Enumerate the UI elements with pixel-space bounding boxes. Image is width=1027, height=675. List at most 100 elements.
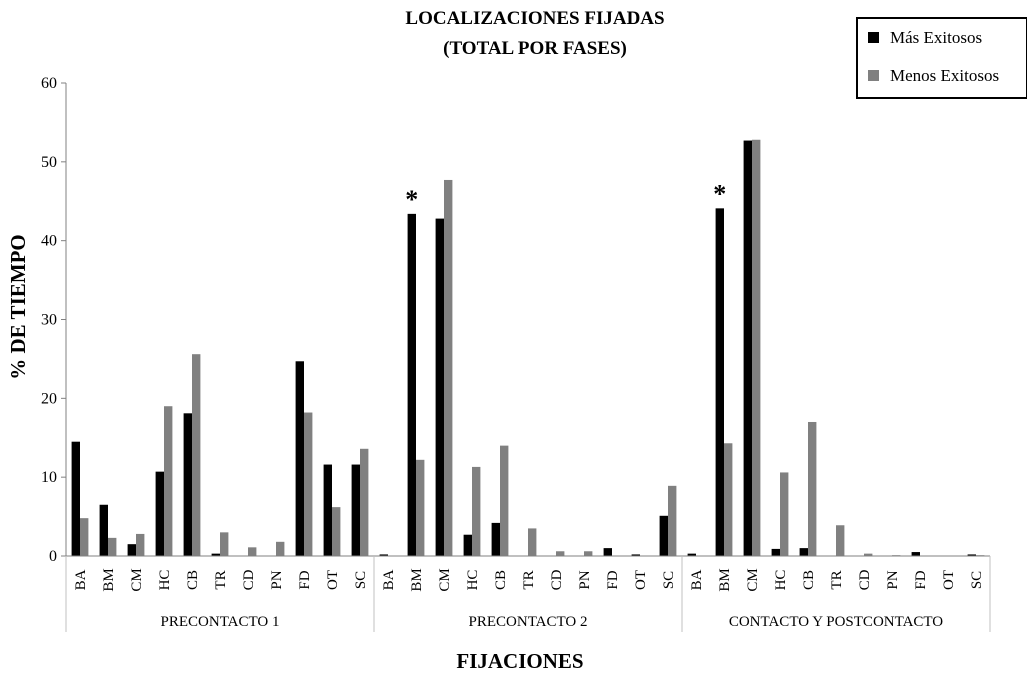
bar-precontacto-2-ba-mas-exitosos (379, 554, 388, 556)
bar-precontacto-1-ot-menos-exitosos (332, 507, 341, 556)
bar-precontacto-1-bm-menos-exitosos (108, 537, 117, 556)
bar-contacto-y-postcontacto-hc-menos-exitosos (780, 472, 789, 556)
x-tick-label: PN (269, 570, 285, 589)
bar-precontacto-2-bm-menos-exitosos (416, 459, 425, 556)
y-tick-label: 10 (41, 469, 57, 486)
bar-precontacto-1-ba-menos-exitosos (80, 518, 89, 556)
x-tick-label: BM (101, 568, 117, 591)
x-tick-label: FD (913, 570, 929, 589)
bar-precontacto-2-cm-mas-exitosos (435, 218, 444, 557)
bar-precontacto-2-cb-mas-exitosos (491, 522, 500, 556)
bar-contacto-y-postcontacto-tr-menos-exitosos (836, 525, 845, 556)
bar-precontacto-2-sc-menos-exitosos (668, 485, 677, 556)
x-tick-label: TR (829, 570, 845, 589)
bar-contacto-y-postcontacto-cm-mas-exitosos (743, 140, 752, 556)
x-tick-label: OT (941, 570, 957, 590)
bar-precontacto-1-hc-menos-exitosos (164, 406, 173, 556)
x-tick-label: SC (661, 571, 677, 589)
x-tick-label: BA (381, 569, 397, 590)
bar-contacto-y-postcontacto-ba-mas-exitosos (687, 553, 696, 556)
x-tick-label: CM (745, 568, 761, 591)
bar-precontacto-1-bm-mas-exitosos (99, 504, 108, 556)
x-tick-label: CM (437, 568, 453, 591)
x-tick-label: CM (129, 568, 145, 591)
bar-precontacto-1-cd-menos-exitosos (248, 547, 257, 556)
bar-contacto-y-postcontacto-cb-mas-exitosos (799, 548, 808, 556)
bar-precontacto-1-tr-menos-exitosos (220, 532, 229, 556)
bar-precontacto-1-ba-mas-exitosos (71, 441, 80, 556)
significance-marker: * (405, 185, 418, 214)
x-tick-label: BA (689, 569, 705, 590)
bar-contacto-y-postcontacto-hc-mas-exitosos (771, 548, 780, 556)
x-tick-label: HC (465, 570, 481, 591)
y-tick-label: 40 (41, 233, 57, 250)
bar-contacto-y-postcontacto-cb-menos-exitosos (808, 421, 817, 556)
bar-precontacto-2-bm-mas-exitosos (407, 213, 416, 556)
group-label-precontacto-2: PRECONTACTO 2 (469, 614, 588, 630)
bar-contacto-y-postcontacto-bm-menos-exitosos (724, 443, 733, 556)
bar-precontacto-1-sc-menos-exitosos (360, 448, 369, 556)
bar-precontacto-1-cm-menos-exitosos (136, 533, 145, 556)
x-tick-label: PN (885, 570, 901, 589)
x-tick-label: CD (549, 569, 565, 590)
x-tick-label: FD (605, 570, 621, 589)
y-tick-label: 50 (41, 154, 57, 171)
bar-precontacto-2-cb-menos-exitosos (500, 445, 509, 556)
bar-precontacto-2-hc-mas-exitosos (463, 534, 472, 556)
bar-precontacto-2-pn-menos-exitosos (584, 551, 593, 556)
y-tick-label: 60 (41, 75, 57, 92)
bar-precontacto-1-ot-mas-exitosos (323, 464, 332, 556)
bar-precontacto-2-hc-menos-exitosos (472, 466, 481, 556)
x-tick-label: SC (969, 571, 985, 589)
x-tick-label: OT (325, 570, 341, 590)
bar-contacto-y-postcontacto-cd-menos-exitosos (864, 553, 873, 556)
x-tick-label: CB (801, 570, 817, 590)
x-tick-label: BA (73, 569, 89, 590)
x-tick-label: CB (185, 570, 201, 590)
x-tick-label: CD (857, 569, 873, 590)
bar-contacto-y-postcontacto-bm-mas-exitosos (715, 208, 724, 556)
y-tick-label: 30 (41, 312, 57, 329)
chart-title-line-2: (TOTAL POR FASES) (443, 38, 627, 59)
bar-precontacto-1-cb-menos-exitosos (192, 354, 201, 556)
x-tick-label: HC (773, 570, 789, 591)
x-axis: BA BM CM HC CB TR CD PN FD OT SC PRECONTACTO 1 BA BM C… (65, 555, 991, 632)
legend-label-menos-exitosos: Menos Exitosos (890, 66, 999, 85)
bar-precontacto-2-ot-mas-exitosos (631, 554, 640, 556)
y-tick-label: 20 (41, 390, 57, 407)
x-tick-label: BM (409, 568, 425, 591)
x-tick-label: TR (213, 570, 229, 589)
bars: * * (71, 139, 985, 557)
group-label-contacto-y-postcontacto: CONTACTO Y POSTCONTACTO (729, 614, 943, 630)
y-axis-title: % DE TIEMPO (6, 234, 30, 379)
x-tick-label: CB (493, 570, 509, 590)
x-tick-label: PN (577, 570, 593, 589)
y-axis: 0 10 20 30 40 50 60 (41, 75, 67, 565)
legend: Más Exitosos Menos Exitosos (856, 17, 1027, 99)
x-tick-label: OT (633, 570, 649, 590)
legend-swatch-mas-exitosos (868, 32, 879, 43)
legend-swatch-menos-exitosos (868, 70, 879, 81)
legend-box (856, 17, 1027, 99)
bar-precontacto-1-sc-mas-exitosos (351, 464, 360, 556)
legend-label-mas-exitosos: Más Exitosos (890, 28, 982, 47)
bar-precontacto-1-cb-mas-exitosos (183, 413, 192, 556)
x-tick-label: BM (717, 568, 733, 591)
y-tick-label: 0 (49, 548, 57, 565)
x-tick-label: CD (241, 569, 257, 590)
bar-precontacto-1-hc-mas-exitosos (155, 471, 164, 556)
chart-title-line-1: LOCALIZACIONES FIJADAS (405, 8, 664, 29)
bar-precontacto-1-pn-menos-exitosos (276, 541, 285, 556)
bar-contacto-y-postcontacto-sc-mas-exitosos (967, 554, 976, 556)
x-tick-label: TR (521, 570, 537, 589)
group-label-precontacto-1: PRECONTACTO 1 (161, 614, 280, 630)
x-tick-label: FD (297, 570, 313, 589)
bar-precontacto-2-sc-mas-exitosos (659, 515, 668, 556)
bar-contacto-y-postcontacto-cm-menos-exitosos (752, 139, 761, 556)
x-tick-label: SC (353, 571, 369, 589)
bar-precontacto-1-cm-mas-exitosos (127, 544, 136, 556)
bar-precontacto-2-cd-menos-exitosos (556, 551, 565, 556)
bar-precontacto-1-tr-mas-exitosos (211, 553, 220, 556)
significance-marker: * (713, 179, 726, 208)
